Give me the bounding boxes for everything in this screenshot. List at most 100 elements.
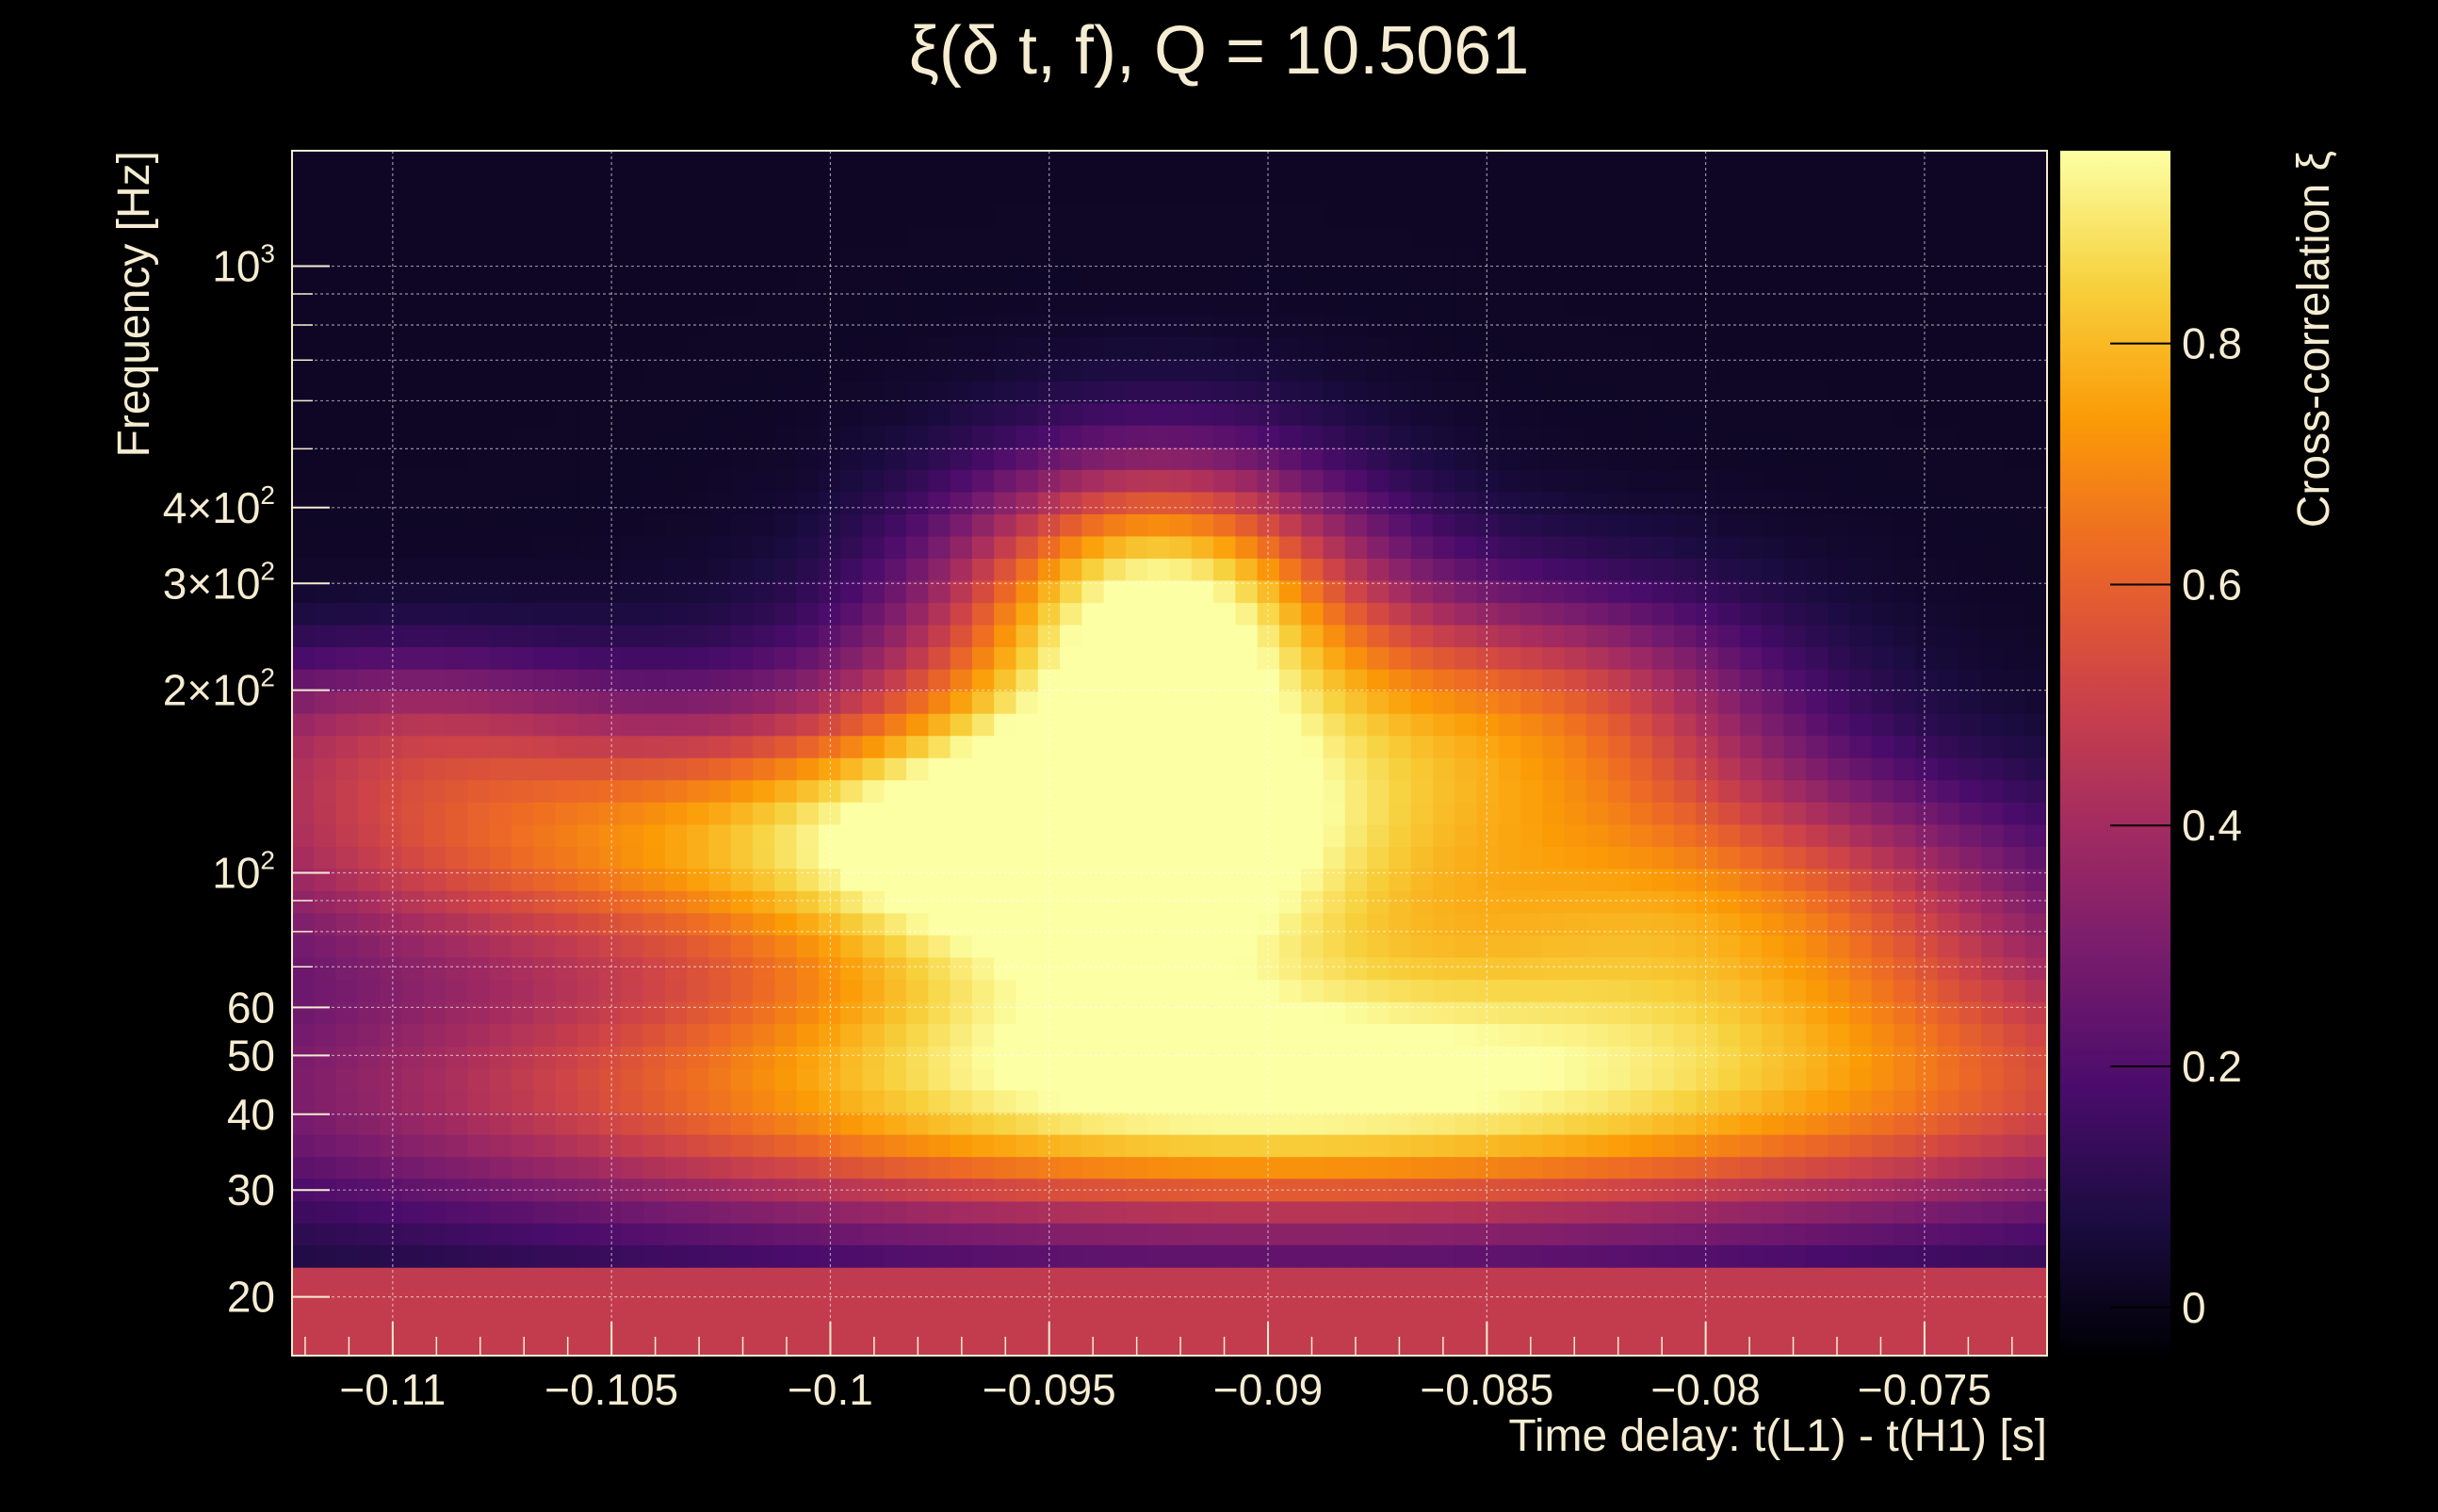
heatmap-cell (1542, 513, 1566, 537)
heatmap-cell (1674, 1112, 1698, 1135)
heatmap-cell (1498, 469, 1521, 493)
heatmap-cell (1476, 491, 1500, 514)
heatmap-cell (467, 823, 491, 847)
heatmap-cell (533, 1311, 557, 1335)
heatmap-cell (1389, 269, 1412, 293)
heatmap-cell (1651, 447, 1675, 470)
heatmap-cell (1476, 1045, 1500, 1069)
heatmap-cell (621, 868, 644, 891)
heatmap-cell (687, 1333, 710, 1356)
heatmap-cell (2024, 1156, 2047, 1179)
heatmap-cell (1542, 1023, 1566, 1047)
heatmap-cell (446, 247, 469, 271)
heatmap-cell (467, 1200, 491, 1224)
heatmap-cell (511, 203, 534, 226)
heatmap-cell (730, 1289, 754, 1313)
heatmap-cell (1805, 181, 1828, 204)
heatmap-cell (446, 269, 469, 293)
heatmap-cell (971, 1244, 995, 1268)
heatmap-cell (1016, 1000, 1039, 1024)
heatmap-cell (2024, 225, 2047, 249)
heatmap-cell (1191, 602, 1214, 626)
heatmap-cell (1564, 158, 1587, 182)
heatmap-cell (1762, 756, 1785, 781)
heatmap-cell (1959, 624, 1982, 648)
heatmap-cell (1455, 890, 1478, 914)
heatmap-cell (796, 823, 820, 847)
heatmap-cell (1828, 979, 1851, 1002)
heatmap-cell (1871, 935, 1894, 958)
heatmap-cell (1696, 1045, 1719, 1069)
heatmap-cell (1915, 469, 1939, 493)
heatmap-cell (1213, 1133, 1237, 1158)
heatmap-cell (1959, 447, 1982, 470)
heatmap-cell (1432, 1067, 1456, 1091)
heatmap-cell (708, 735, 732, 758)
heatmap-cell (840, 735, 864, 758)
heatmap-cell (1235, 1133, 1259, 1158)
heatmap-cell (1060, 779, 1083, 803)
heatmap-cell (862, 1222, 886, 1245)
heatmap-cell (1608, 779, 1632, 803)
heatmap-cell (884, 956, 907, 981)
heatmap-cell (357, 402, 381, 426)
heatmap-cell (1783, 1222, 1807, 1245)
heatmap-cell (1608, 402, 1632, 426)
heatmap-cell (994, 1067, 1017, 1091)
heatmap-cell (928, 1289, 951, 1313)
heatmap-cell (1564, 181, 1587, 204)
heatmap-cell (533, 779, 557, 803)
heatmap-cell (1717, 513, 1741, 537)
heatmap-cell (1344, 801, 1368, 825)
heatmap-cell (1169, 151, 1193, 160)
heatmap-cell (1564, 424, 1587, 448)
heatmap-cell (1323, 624, 1346, 648)
heatmap-cell (1344, 868, 1368, 891)
heatmap-cell (1081, 491, 1105, 514)
heatmap-cell (664, 447, 688, 470)
heatmap-cell (994, 1289, 1017, 1313)
heatmap-cell (1235, 158, 1259, 182)
heatmap-cell (687, 979, 710, 1002)
heatmap-cell (555, 402, 578, 426)
heatmap-cell (401, 269, 425, 293)
heatmap-cell (1608, 1222, 1632, 1245)
heatmap-cell (1981, 1112, 2005, 1135)
heatmap-cell (1278, 1311, 1303, 1335)
heatmap-cell (1476, 801, 1500, 825)
heatmap-cell (1937, 1244, 1960, 1268)
heatmap-cell (1608, 225, 1632, 249)
heatmap-cell (1147, 979, 1171, 1002)
heatmap-cell (862, 491, 886, 514)
heatmap-cell (1981, 358, 2005, 382)
heatmap-cell (862, 979, 886, 1002)
heatmap-cell (1344, 890, 1368, 914)
heatmap-cell (1849, 225, 1873, 249)
heatmap-cell (753, 247, 776, 271)
heatmap-cell (1410, 335, 1434, 360)
heatmap-cell (753, 823, 776, 847)
heatmap-cell (1016, 646, 1039, 670)
heatmap-cell (1651, 1000, 1675, 1024)
heatmap-cell (1828, 447, 1851, 470)
heatmap-cell (555, 151, 578, 160)
heatmap-cell (1915, 1311, 1939, 1335)
heatmap-cell (577, 1023, 600, 1047)
heatmap-cell (753, 1133, 776, 1158)
heatmap-cell (621, 1266, 644, 1291)
heatmap-cell (1367, 735, 1390, 758)
heatmap-cell (1762, 890, 1785, 914)
x-tick-label: −0.075 (1858, 1365, 1991, 1414)
heatmap-cell (577, 779, 600, 803)
heatmap-cell (1893, 469, 1917, 493)
heatmap-cell (664, 402, 688, 426)
heatmap-cell (1455, 424, 1478, 448)
heatmap-cell (1432, 823, 1456, 847)
heatmap-cell (862, 447, 886, 470)
heatmap-cell (423, 624, 447, 648)
heatmap-cell (687, 1266, 710, 1291)
heatmap-cell (796, 1266, 820, 1291)
heatmap-cell (380, 823, 403, 847)
heatmap-cell (1915, 801, 1939, 825)
heatmap-cell (1103, 1089, 1127, 1114)
